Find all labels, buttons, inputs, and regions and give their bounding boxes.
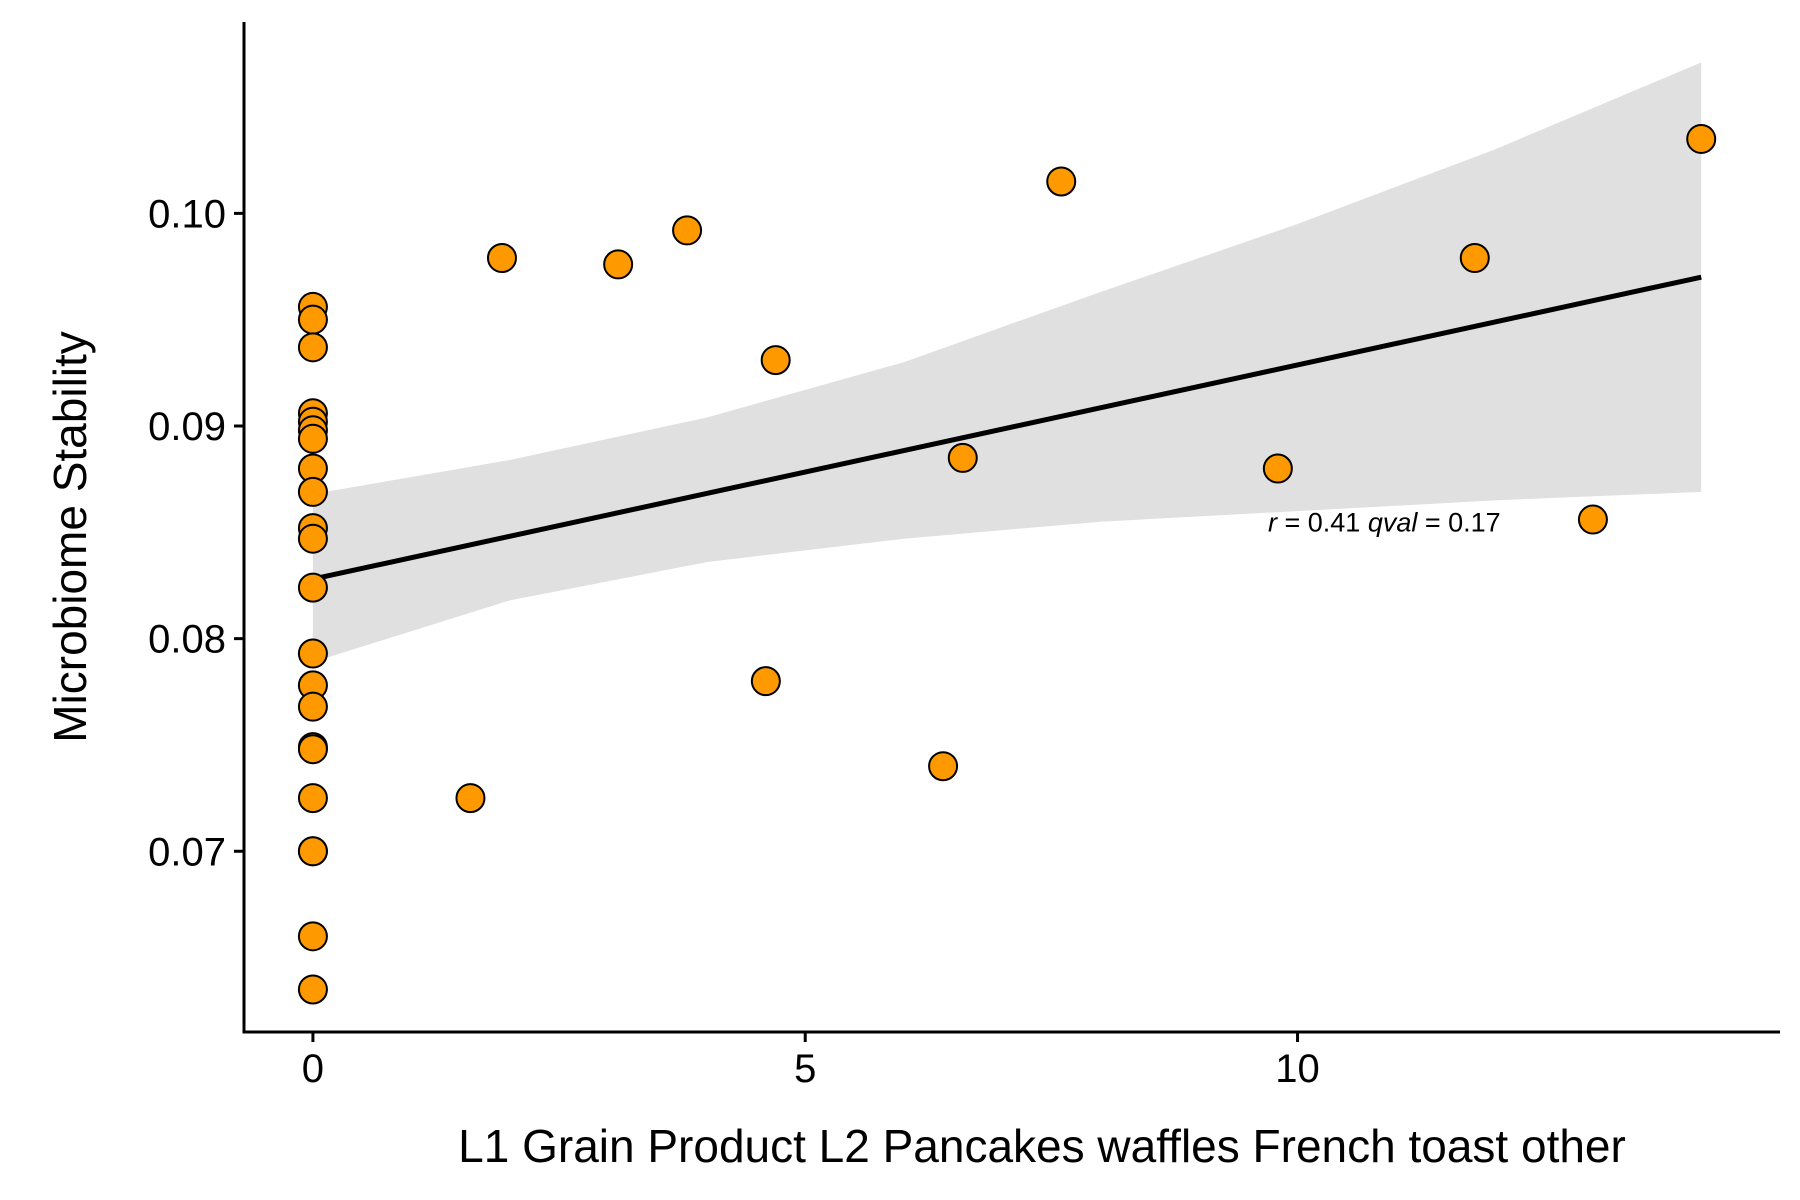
data-point [1262,453,1293,484]
data-point [297,734,328,765]
x-tick-label: 5 [794,1047,816,1091]
data-point [486,243,517,274]
y-axis-title: Microbiome Stability [44,331,96,743]
data-point [297,783,328,814]
data-point [1459,243,1490,274]
y-tick-label: 0.07 [148,830,226,874]
data-point [672,215,703,246]
data-point [297,304,328,335]
annotation-text: r = 0.41 qval = 0.17 [1268,508,1501,538]
axes-layer: 0 5 10 0.07 0.08 0.09 0.10 [148,22,1780,1091]
data-point [297,332,328,363]
data-point [297,921,328,952]
data-point [297,974,328,1005]
y-tick-label: 0.10 [148,192,226,236]
annotation-r-symbol: r [1268,508,1278,538]
data-point [297,691,328,722]
confidence-band [312,62,1702,662]
data-point [928,751,959,782]
data-point [1577,504,1608,535]
data-point [1046,166,1077,197]
x-axis-title: L1 Grain Product L2 Pancakes waffles Fre… [458,1120,1626,1172]
data-point [1686,123,1717,154]
data-point [947,442,978,473]
x-tick-label: 0 [302,1047,324,1091]
y-tick-label: 0.08 [148,618,226,662]
annotation-q-symbol: qval [1368,508,1419,538]
regression-line-layer [312,274,1702,582]
data-point [750,666,781,697]
data-point [603,249,634,280]
annotation-r-value: = 0.41 [1277,508,1368,538]
y-tick-label: 0.09 [148,405,226,449]
data-point [297,476,328,507]
data-point [297,638,328,669]
regression-line [312,274,1702,582]
annotation-q-value: = 0.17 [1417,508,1500,538]
confidence-band-layer [312,62,1702,662]
data-point [297,572,328,603]
x-tick-label: 10 [1275,1047,1320,1091]
data-point [455,783,486,814]
data-point [297,836,328,867]
data-point [297,523,328,554]
data-point [760,345,791,376]
data-point [297,423,328,454]
data-points-layer [297,123,1717,1005]
